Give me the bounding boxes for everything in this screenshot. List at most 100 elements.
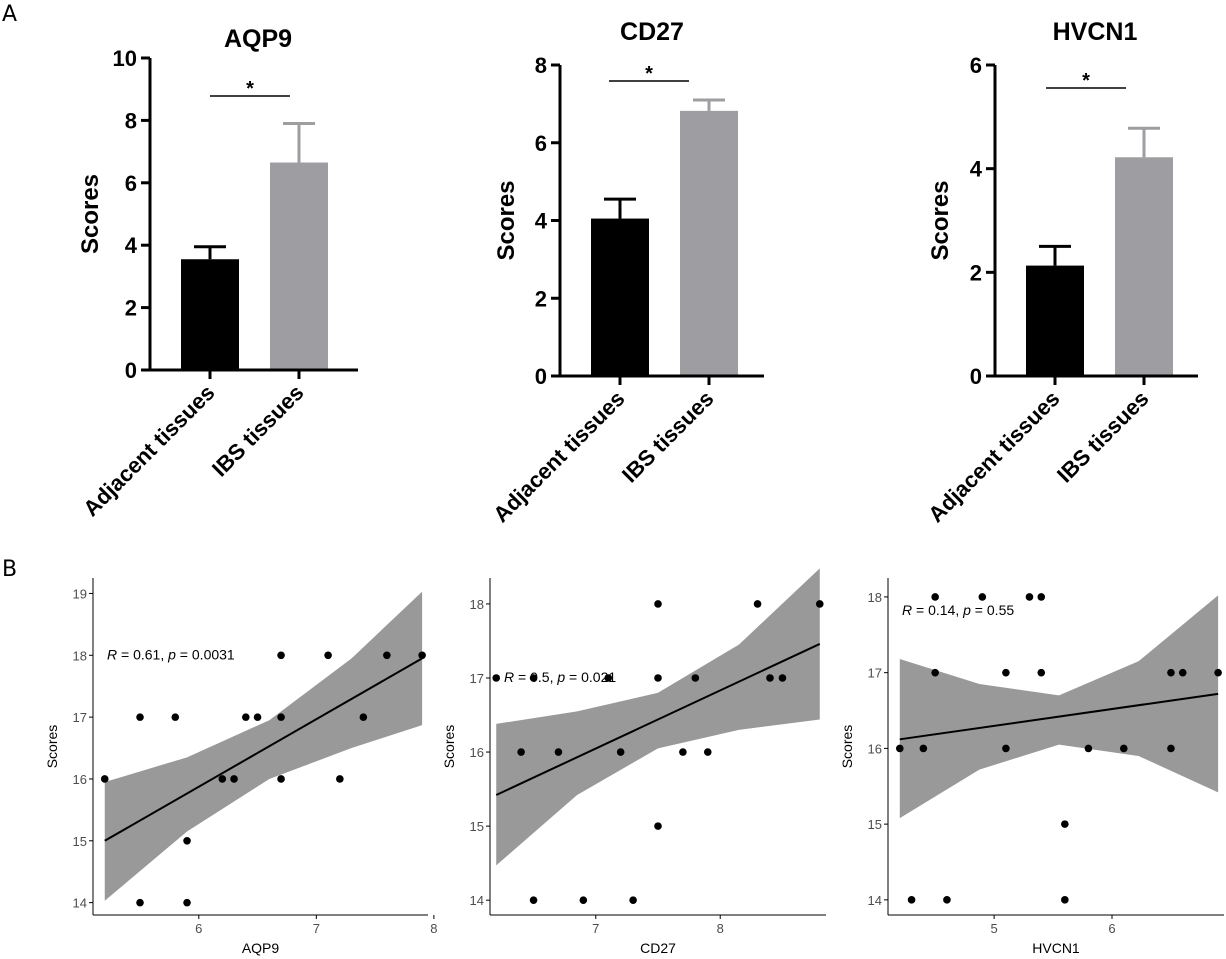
x-axis-label: HVCN1 bbox=[1032, 940, 1080, 956]
annotation-p-symbol: p bbox=[556, 669, 565, 685]
data-point bbox=[324, 651, 332, 660]
y-tick-label: 18 bbox=[470, 597, 484, 612]
annotation-r-symbol: R bbox=[107, 646, 117, 662]
significance-marker: * bbox=[645, 63, 653, 85]
y-tick-label: 16 bbox=[73, 772, 87, 787]
y-axis-label: Scores bbox=[839, 725, 855, 769]
x-axis-label: AQP9 bbox=[242, 940, 280, 956]
correlation-annotation: R = 0.5, p = 0.021 bbox=[504, 669, 616, 685]
y-tick-label: 15 bbox=[868, 817, 882, 832]
data-point bbox=[171, 713, 180, 721]
x-tick-label: IBS tissues bbox=[207, 380, 309, 482]
x-tick-label: Adjacent tissues bbox=[78, 380, 219, 521]
data-point bbox=[616, 748, 625, 756]
data-point bbox=[1037, 668, 1046, 677]
y-tick-label: 2 bbox=[970, 260, 982, 285]
data-point bbox=[1178, 668, 1187, 677]
bar-adjacent bbox=[591, 218, 649, 376]
data-point bbox=[1002, 668, 1010, 677]
significance-marker: * bbox=[246, 78, 254, 100]
annotation-p-symbol: p bbox=[167, 646, 176, 662]
x-tick-label: 7 bbox=[592, 921, 599, 936]
data-point bbox=[1167, 668, 1175, 677]
scatter-chart-hvcn1: 1415161718567HVCN1ScoresR = 0.14, p = 0.… bbox=[839, 578, 1224, 956]
data-point bbox=[183, 836, 191, 845]
data-point bbox=[336, 775, 344, 783]
annotation-r-value: 0.61 bbox=[133, 646, 160, 662]
data-point bbox=[753, 600, 762, 608]
regression-line bbox=[495, 643, 821, 796]
panel-label-a: A bbox=[2, 2, 18, 27]
y-tick-label: 8 bbox=[125, 108, 137, 133]
annotation-r-symbol: R bbox=[902, 602, 912, 618]
annotation-separator: , bbox=[550, 669, 558, 685]
data-point bbox=[242, 713, 250, 721]
data-point bbox=[1025, 593, 1034, 601]
y-tick-label: 16 bbox=[470, 745, 484, 760]
bar-ibs bbox=[1115, 157, 1173, 376]
data-point bbox=[529, 896, 538, 904]
x-tick-label: IBS tissues bbox=[617, 386, 719, 488]
scatter-chart-aqp9: 14 15 16 17 18 19 6 7 8 AQP9 Scores R = 0.61, p = 0… bbox=[44, 578, 437, 956]
data-point bbox=[554, 748, 563, 756]
data-point bbox=[1119, 744, 1128, 753]
data-point bbox=[654, 674, 662, 682]
data-point bbox=[815, 600, 824, 608]
annotation-equals: = bbox=[565, 669, 581, 685]
y-tick-label: 6 bbox=[535, 131, 547, 156]
correlation-annotation: R = 0.14, p = 0.55 bbox=[902, 602, 1014, 618]
data-point bbox=[579, 896, 588, 904]
significance-marker: * bbox=[1082, 70, 1090, 92]
x-tick-label: 8 bbox=[430, 921, 437, 936]
data-point bbox=[895, 744, 904, 753]
data-point bbox=[359, 713, 368, 721]
data-point bbox=[703, 748, 712, 756]
data-point bbox=[230, 775, 238, 783]
bar-adjacent bbox=[181, 259, 239, 370]
data-point bbox=[1061, 896, 1069, 904]
annotation-separator: , bbox=[955, 602, 963, 618]
data-point bbox=[943, 896, 951, 904]
data-point bbox=[383, 651, 391, 660]
data-point bbox=[183, 898, 191, 907]
y-tick-label: 6 bbox=[970, 53, 982, 78]
annotation-equals: = bbox=[971, 602, 987, 618]
data-point bbox=[654, 822, 662, 830]
x-tick-label: Adjacent tissues bbox=[923, 386, 1064, 527]
panel-label-b: B bbox=[2, 557, 18, 582]
bar-ibs bbox=[270, 162, 328, 370]
confidence-band bbox=[899, 595, 1219, 819]
data-point bbox=[277, 775, 285, 783]
x-tick-label: IBS tissues bbox=[1052, 386, 1154, 488]
y-tick-label: 6 bbox=[125, 171, 137, 196]
regression-line bbox=[104, 657, 423, 842]
data-point bbox=[978, 593, 987, 601]
annotation-equals: = bbox=[514, 669, 530, 685]
y-tick-label: 2 bbox=[125, 296, 137, 321]
data-point bbox=[691, 674, 700, 682]
data-point bbox=[778, 674, 787, 682]
data-point bbox=[277, 651, 285, 660]
annotation-separator: , bbox=[160, 646, 168, 662]
data-point bbox=[218, 775, 227, 783]
data-point bbox=[136, 713, 144, 721]
y-tick-label: 2 bbox=[535, 286, 547, 311]
y-tick-label: 15 bbox=[470, 819, 484, 834]
chart-title: HVCN1 bbox=[1053, 18, 1138, 46]
y-tick-label: 0 bbox=[970, 364, 982, 389]
y-axis-label: Scores bbox=[44, 725, 60, 769]
y-tick-label: 0 bbox=[535, 364, 547, 389]
x-tick-label: Adjacent tissues bbox=[488, 386, 629, 527]
data-point bbox=[1002, 744, 1010, 753]
chart-title: CD27 bbox=[620, 18, 684, 46]
chart-title: AQP9 bbox=[224, 25, 292, 53]
annotation-p-value: 0.021 bbox=[581, 669, 616, 685]
correlation-annotation: R = 0.61, p = 0.0031 bbox=[107, 646, 235, 662]
annotation-p-symbol: p bbox=[962, 602, 971, 618]
annotation-r-symbol: R bbox=[504, 669, 514, 685]
annotation-equals: = bbox=[117, 646, 133, 662]
y-axis-label: Scores bbox=[441, 725, 457, 769]
x-tick-label: 8 bbox=[717, 921, 724, 936]
y-axis-label: Scores bbox=[927, 180, 954, 260]
